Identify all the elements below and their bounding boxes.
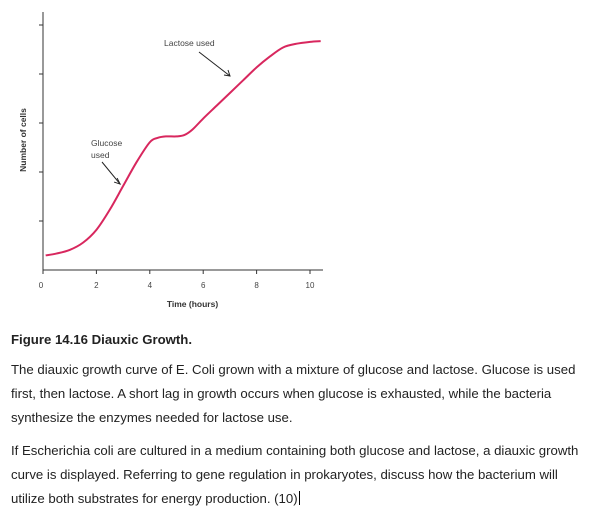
annotation-lactose-used: Lactose used [164,38,215,48]
x-tick-label-6: 6 [201,281,206,290]
annotation-lactose-arrow-head [223,69,231,77]
question-text: If Escherichia coli are cultured in a me… [11,443,579,506]
description-paragraph: The diauxic growth curve of E. Coli grow… [11,362,576,425]
x-tick-label-10: 10 [306,281,315,290]
x-tick-label-2: 2 [94,281,99,290]
question-paragraph: If Escherichia coli are cultured in a me… [11,439,581,511]
growth-curve-line [45,40,321,257]
annotation-glucose-used-line1: Glucose [91,138,122,148]
y-axis-title: Number of cells [18,108,28,172]
annotation-lactose-arrow-shaft [198,51,231,77]
annotation-glucose-arrow-shaft [101,161,121,185]
diauxic-growth-chart: 0 2 4 6 8 10 Time (hours) Number of cells Glucos… [18,12,323,309]
figure-caption: Figure 14.16 Diauxic Growth. [11,332,193,347]
x-tick-label-8: 8 [254,281,259,290]
annotation-glucose-arrow-head [113,177,122,185]
text-cursor [298,491,300,505]
x-tick-label-0: 0 [39,281,44,290]
annotation-glucose-used-line2: used [91,150,110,160]
x-axis-title: Time (hours) [167,299,218,309]
x-tick-label-4: 4 [148,281,153,290]
